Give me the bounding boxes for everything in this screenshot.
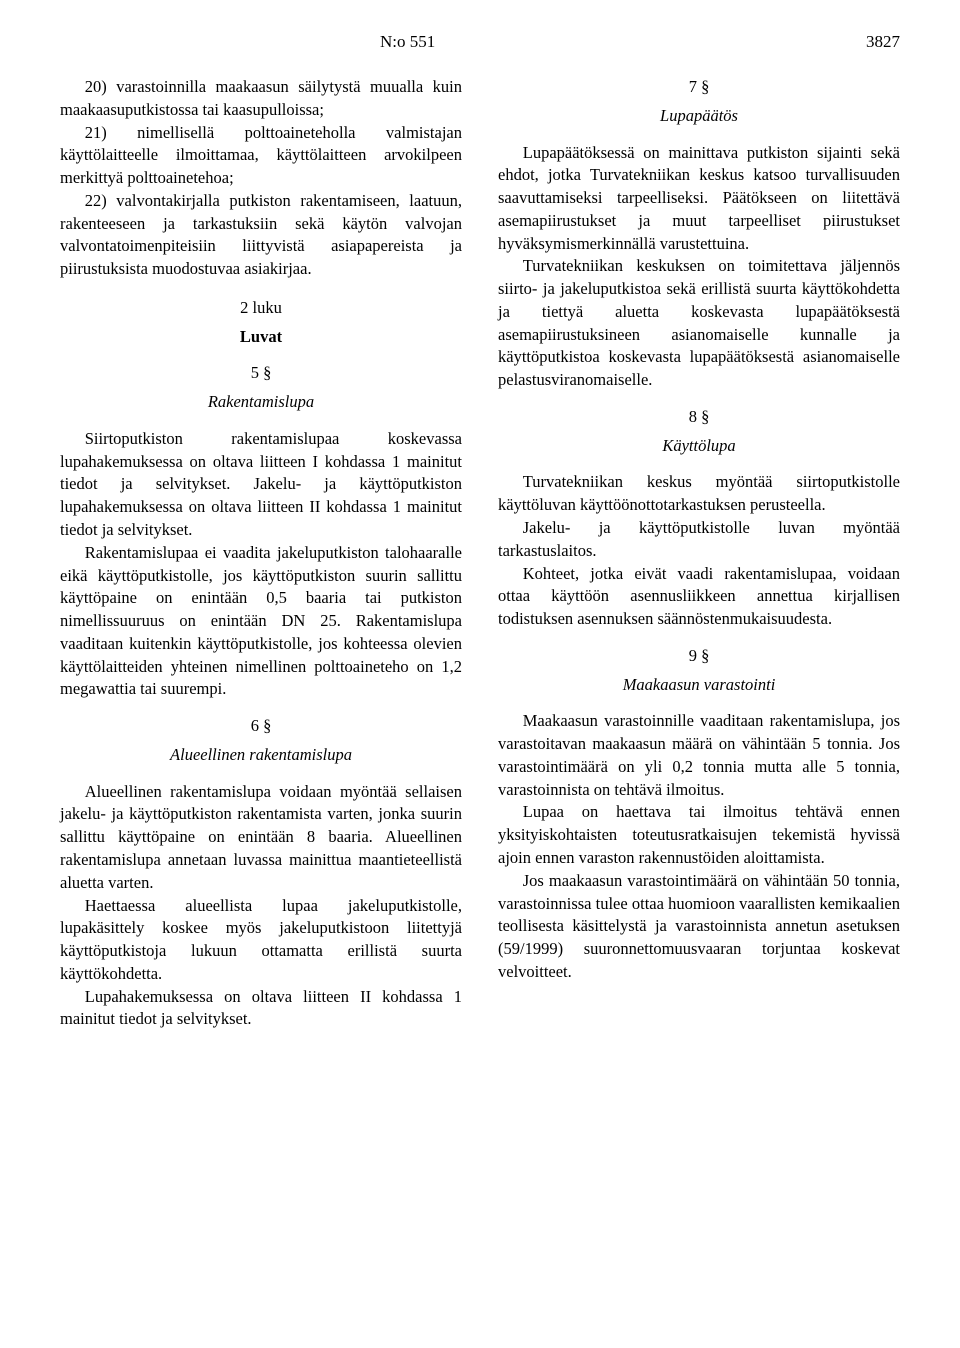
section-7-p2: Turvatekniikan keskuksen on toimitettava…	[498, 255, 900, 392]
section-5: 5 §	[60, 362, 462, 385]
content-columns: 20) varastoinnilla maakaasun säilytystä …	[60, 76, 900, 1031]
section-6: 6 §	[60, 715, 462, 738]
section-9-p1: Maakaasun varastoinnille vaaditaan raken…	[498, 710, 900, 801]
page-header: N:o 551 3827	[60, 32, 900, 52]
section-8-p2: Jakelu- ja käyttöputkistolle luvan myönt…	[498, 517, 900, 563]
page-number: 3827	[866, 32, 900, 52]
section-7-title: Lupapäätös	[498, 105, 900, 128]
section-5-p2: Rakentamislupaa ei vaadita jakeluputkist…	[60, 542, 462, 701]
section-9-p3: Jos maakaasun varastointimäärä on vähint…	[498, 870, 900, 984]
list-item-21: 21) nimellisellä polttoaineteholla valmi…	[60, 122, 462, 190]
section-6-title: Alueellinen rakentamislupa	[60, 744, 462, 767]
section-8-p3: Kohteet, jotka eivät vaadi rakentamislup…	[498, 563, 900, 631]
list-item-22: 22) valvontakirjalla putkiston rakentami…	[60, 190, 462, 281]
section-7-p1: Lupapäätöksessä on mainittava putkiston …	[498, 142, 900, 256]
section-9: 9 §	[498, 645, 900, 668]
doc-number: N:o 551	[380, 32, 435, 52]
section-7: 7 §	[498, 76, 900, 99]
left-column: 20) varastoinnilla maakaasun säilytystä …	[60, 76, 462, 1031]
section-6-p2: Haettaessa alueellista lupaa jakeluputki…	[60, 895, 462, 986]
section-9-title: Maakaasun varastointi	[498, 674, 900, 697]
section-6-p3: Lupahakemuksessa on oltava liitteen II k…	[60, 986, 462, 1032]
chapter-label: 2 luku	[60, 297, 462, 320]
section-5-title: Rakentamislupa	[60, 391, 462, 414]
list-item-20: 20) varastoinnilla maakaasun säilytystä …	[60, 76, 462, 122]
section-8-p1: Turvatekniikan keskus myöntää siirtoputk…	[498, 471, 900, 517]
section-8-title: Käyttölupa	[498, 435, 900, 458]
section-9-p2: Lupaa on haettava tai ilmoitus tehtävä e…	[498, 801, 900, 869]
right-column: 7 § Lupapäätös Lupapäätöksessä on mainit…	[498, 76, 900, 1031]
chapter-title: Luvat	[60, 326, 462, 349]
section-8: 8 §	[498, 406, 900, 429]
section-5-p1: Siirtoputkiston rakentamislupaa koskevas…	[60, 428, 462, 542]
section-6-p1: Alueellinen rakentamislupa voidaan myönt…	[60, 781, 462, 895]
